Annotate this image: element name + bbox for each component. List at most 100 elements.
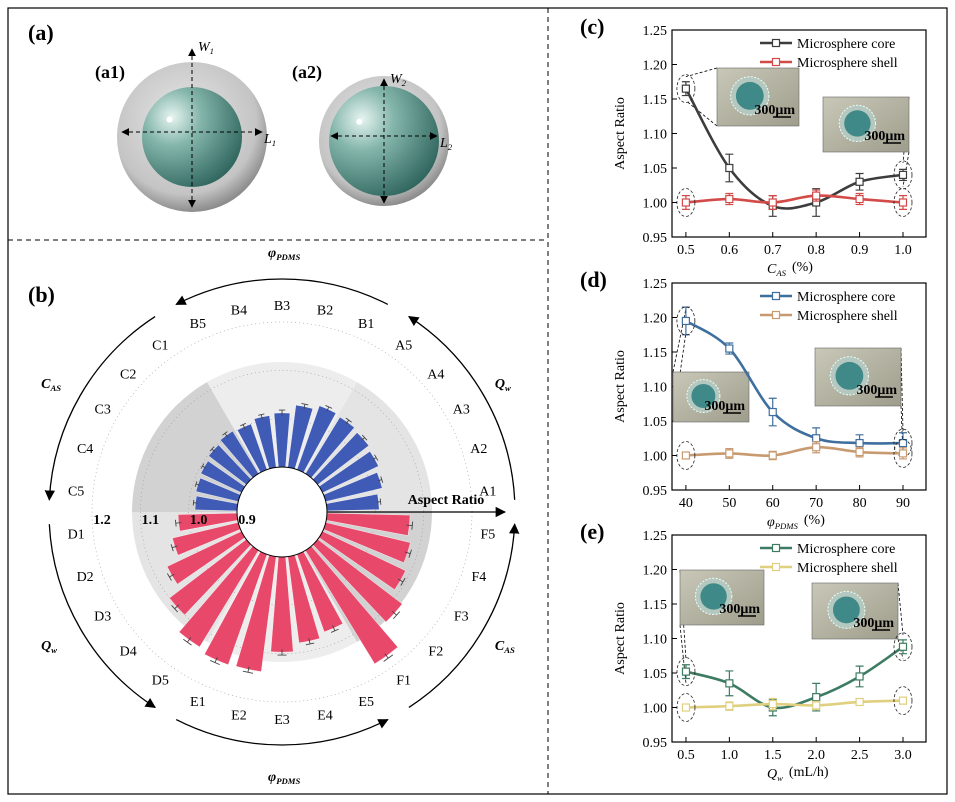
symbol: L	[439, 136, 448, 151]
marker	[855, 672, 864, 681]
category-label: C1	[152, 339, 168, 354]
legend-marker	[771, 310, 781, 320]
math-label: CAS (%)	[767, 260, 813, 278]
math-label: CAS	[41, 377, 61, 393]
category-label: A5	[395, 339, 412, 354]
connector	[672, 308, 687, 373]
y-axis-label: Aspect Ratio	[613, 97, 628, 170]
marker	[768, 451, 777, 460]
category-label: B4	[231, 304, 247, 319]
y-tick-label: 0.95	[643, 736, 668, 751]
y-tick-label: 1.05	[643, 667, 668, 682]
symbol: L	[263, 132, 272, 147]
scale-label: 300μm	[719, 602, 760, 617]
symbol: φ	[767, 515, 775, 530]
x-tick-label: 0.6	[721, 243, 739, 258]
error-bar	[404, 549, 412, 558]
category-label: E1	[190, 695, 206, 710]
symbol: φ	[268, 246, 276, 261]
category-label: D5	[152, 673, 169, 688]
error-bar	[377, 476, 384, 483]
group-arrow	[175, 278, 389, 305]
math-label: L1	[263, 132, 276, 148]
y-tick-label: 1.15	[643, 598, 668, 613]
y-tick-label: 1.15	[643, 93, 668, 108]
error-bar	[166, 573, 175, 581]
y-tick-label: 1.10	[643, 128, 668, 143]
category-label: B1	[358, 317, 374, 332]
legend-marker	[771, 291, 781, 301]
math-label: W1	[198, 40, 214, 56]
x-tick-label: 40	[679, 496, 693, 511]
x-tick-label: 0.7	[764, 243, 782, 258]
math-label: φPDMS	[268, 770, 300, 786]
grid-circle	[91, 321, 473, 703]
marker	[725, 449, 734, 458]
category-label: D4	[120, 645, 137, 660]
axis-label: Aspect Ratio	[408, 493, 485, 508]
category-label: E2	[231, 708, 247, 723]
marker	[725, 163, 734, 173]
error-bar	[278, 409, 286, 416]
error-bar	[183, 637, 192, 646]
x-tick-label: 1.0	[894, 243, 912, 258]
subscript: AS	[775, 268, 786, 278]
category-label: C5	[68, 484, 84, 499]
highlight-ellipse	[893, 686, 913, 715]
legend-marker	[771, 543, 781, 553]
highlight-ellipse	[893, 188, 913, 217]
legend-label: Microsphere core	[797, 290, 895, 305]
panel-label: (d)	[580, 267, 607, 292]
marker	[855, 177, 864, 186]
symbol: Q	[41, 639, 51, 654]
subscript: PDMS	[774, 521, 799, 531]
marker	[681, 198, 690, 207]
r-tick-label: 0.9	[238, 513, 256, 528]
inset-core	[844, 110, 871, 137]
math-label: CAS	[495, 639, 515, 655]
error-bar	[376, 498, 382, 505]
symbol: C	[495, 639, 505, 654]
highlight-ellipse	[676, 657, 696, 687]
marker	[812, 443, 821, 452]
math-label: Qw	[41, 639, 57, 655]
marker	[898, 449, 908, 458]
panel-label: (b)	[28, 282, 55, 307]
scale-label: 300μm	[754, 103, 795, 118]
legend-label: Microsphere shell	[797, 309, 898, 324]
symbol: φ	[268, 770, 276, 785]
marker	[898, 438, 908, 448]
y-tick-label: 0.95	[643, 231, 668, 246]
y-tick-label: 1.05	[643, 162, 668, 177]
error-bar	[301, 403, 309, 409]
category-label: C3	[95, 403, 111, 418]
marker	[898, 696, 908, 705]
error-bar	[361, 434, 368, 441]
marker	[898, 170, 908, 179]
unit: (%)	[804, 513, 825, 528]
subscript: AS	[503, 645, 515, 655]
error-bar	[277, 649, 287, 656]
sub-panel-label: (a2)	[292, 62, 322, 83]
category-label: D2	[77, 570, 94, 585]
marker	[681, 84, 690, 93]
category-label: F1	[396, 673, 411, 688]
highlight	[166, 116, 173, 123]
legend-label: Microsphere core	[797, 542, 895, 557]
series-line	[685, 445, 904, 458]
unit: (%)	[792, 260, 813, 275]
y-tick-label: 1.10	[643, 633, 668, 648]
marker	[681, 451, 690, 460]
category-label: E5	[358, 695, 374, 710]
symbol: W	[390, 72, 403, 87]
error-bar	[305, 638, 315, 646]
subscript: PDMS	[276, 252, 300, 262]
error-bar	[170, 544, 178, 552]
marker	[855, 447, 864, 457]
x-tick-label: 2.0	[807, 748, 825, 763]
highlight-ellipse	[676, 306, 696, 336]
group-arrow	[175, 719, 389, 746]
y-tick-label: 1.00	[643, 702, 668, 717]
category-label: A3	[453, 403, 470, 418]
